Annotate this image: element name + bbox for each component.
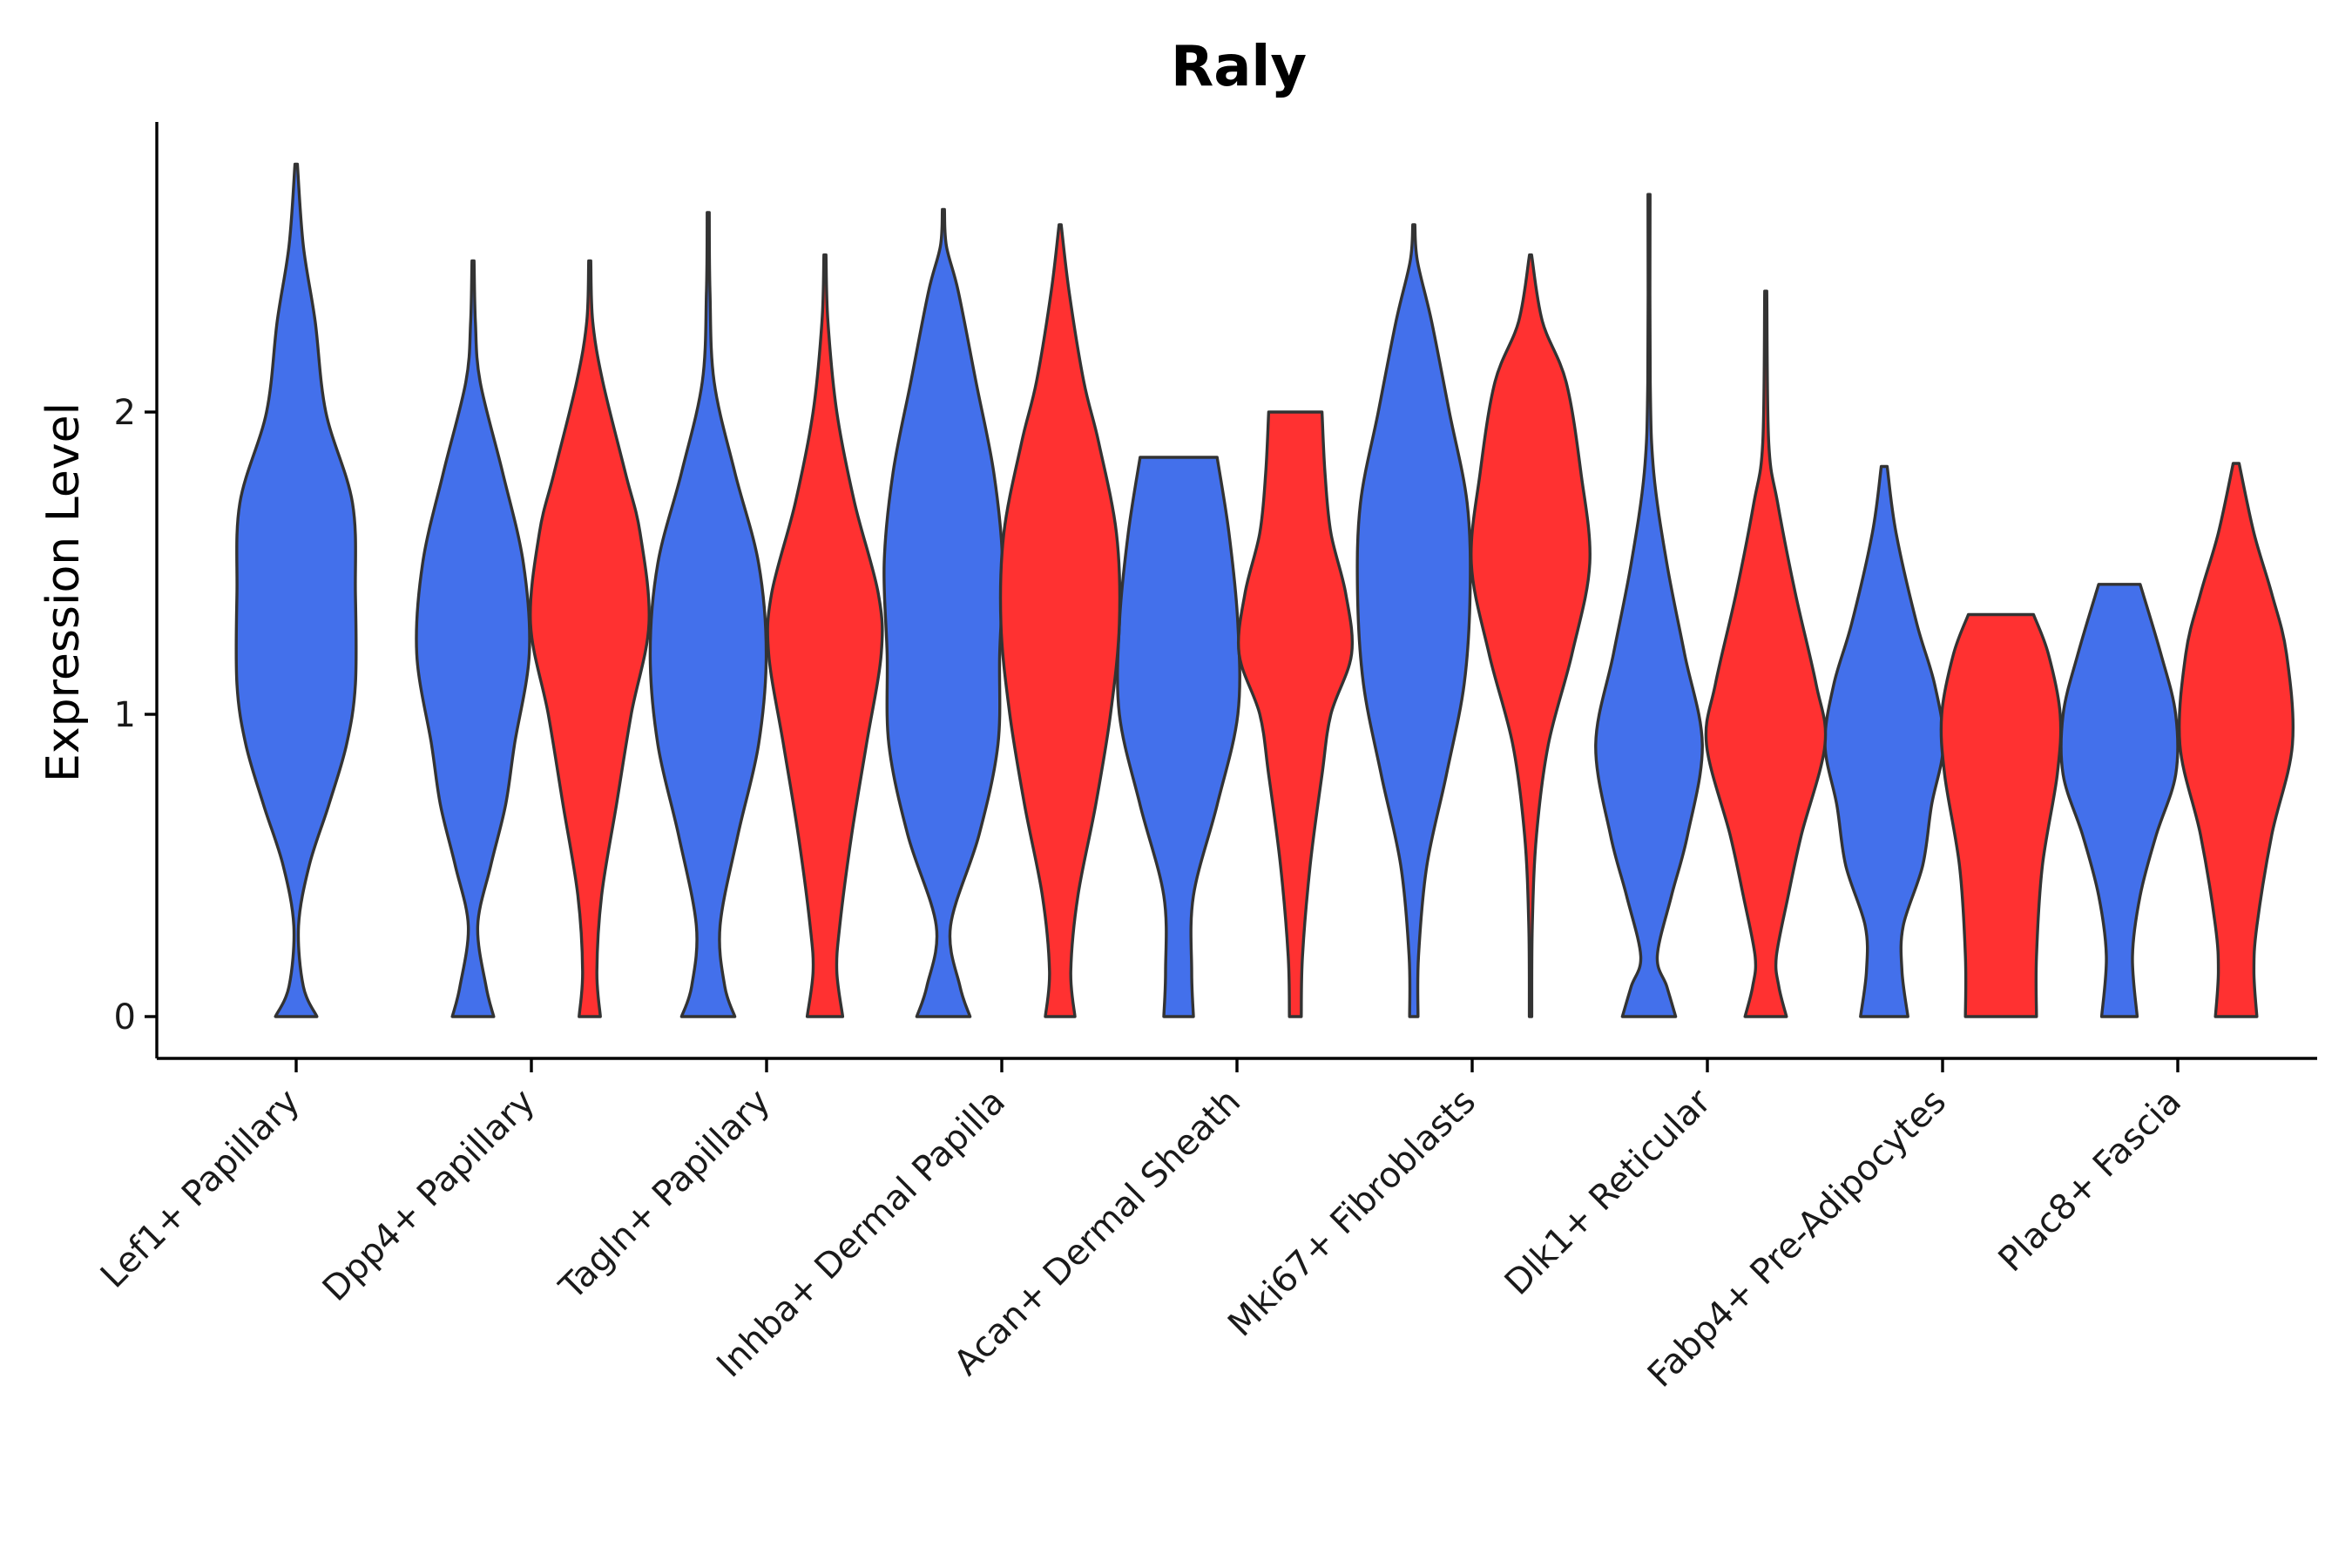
violin-dpp4-papillary-series-1 [415, 259, 531, 1018]
violin-tagln-papillary-series-1 [648, 211, 768, 1018]
violins-layer [234, 162, 2295, 1018]
violin-mki67-fibroblasts-series-2 [1470, 253, 1592, 1018]
violin-tagln-papillary-series-2 [766, 253, 884, 1018]
violin-lef1-papillary-series-1 [234, 162, 358, 1018]
violin-inhba-dermal-papilla-series-1 [882, 207, 1004, 1018]
x-tick-label: Dlk1+ Reticular [1497, 1081, 1720, 1303]
violin-acan-dermal-sheath-series-2 [1236, 410, 1355, 1018]
violin-dlk1-reticular-series-1 [1594, 193, 1704, 1018]
y-tick-label: 0 [114, 997, 136, 1037]
violin-inhba-dermal-papilla-series-2 [998, 223, 1122, 1018]
x-tick-label: Tagln+ Papillary [551, 1082, 778, 1308]
violin-acan-dermal-sheath-series-1 [1116, 456, 1241, 1018]
violin-dpp4-papillary-series-2 [529, 259, 651, 1018]
violin-plac8-fascia-series-2 [2177, 462, 2295, 1018]
y-tick-label: 1 [114, 695, 136, 735]
y-axis-title: Expression Level [37, 402, 90, 782]
violin-plac8-fascia-series-1 [2059, 583, 2180, 1018]
x-tick-label: Mki67+ Fibroblasts [1220, 1082, 1484, 1345]
chart-title: Raly [1171, 35, 1307, 99]
violin-dlk1-reticular-series-2 [1704, 289, 1828, 1018]
x-tick-label: Dpp4+ Papillary [315, 1082, 543, 1309]
violin-fabp4-pre-adipocytes-series-2 [1939, 612, 2063, 1018]
x-tick-label: Plac8+ Fascia [1991, 1082, 2190, 1281]
violin-mki67-fibroblasts-series-1 [1355, 223, 1472, 1018]
x-tick-label: Lef1+ Papillary [93, 1082, 308, 1296]
y-tick-label: 2 [114, 393, 136, 433]
violin-fabp4-pre-adipocytes-series-1 [1823, 464, 1945, 1018]
